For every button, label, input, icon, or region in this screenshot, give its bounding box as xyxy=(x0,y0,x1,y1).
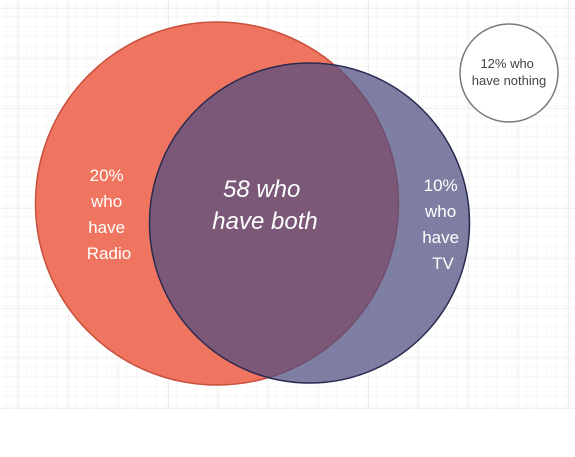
label-line: 12% who xyxy=(480,56,533,71)
label-line: who xyxy=(424,202,456,221)
nothing-circle xyxy=(459,23,559,123)
label-line: TV xyxy=(432,254,454,273)
nothing-label: 12% who have nothing xyxy=(472,56,546,88)
tv-circle xyxy=(148,62,471,384)
label-line: 58 who xyxy=(223,176,300,203)
label-line: have xyxy=(88,218,125,237)
label-line: who xyxy=(90,192,122,211)
label-line: 10% xyxy=(424,176,458,195)
label-line: have xyxy=(422,228,459,247)
label-line: have both xyxy=(212,208,317,235)
label-line: Radio xyxy=(87,244,131,263)
radio-label: 20% who have Radio xyxy=(87,166,131,263)
both-label: 58 who have both xyxy=(212,176,317,235)
label-line: have nothing xyxy=(472,73,546,88)
label-line: 20% xyxy=(90,166,124,185)
tv-label: 10% who have TV xyxy=(422,176,464,273)
